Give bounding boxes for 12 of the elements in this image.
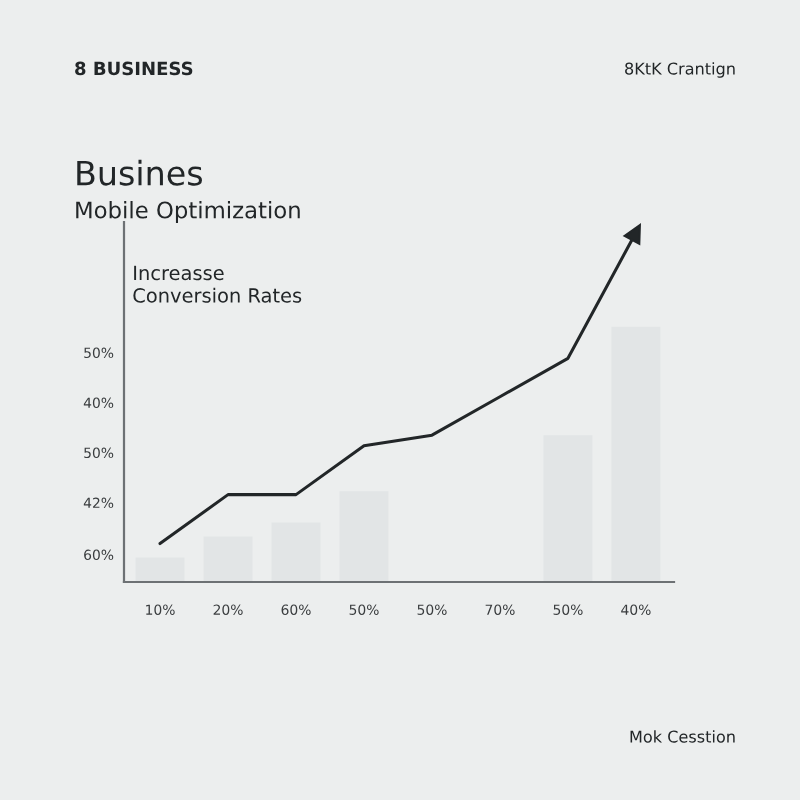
text: 8 BUSINESS [75,61,193,76]
bar [271,522,321,582]
bar [543,435,593,582]
bar [203,536,253,582]
chart-subtitle: Mobile Optimization [76,200,300,224]
text: Mok Cesstion [630,730,735,743]
y-axis-title: Increasse Conversion Rates [133,265,302,303]
text: 8KtK Crantign [625,62,735,78]
chart-title: Busines [77,159,202,186]
bar [611,326,661,582]
bar [135,557,185,582]
bar [339,491,389,582]
